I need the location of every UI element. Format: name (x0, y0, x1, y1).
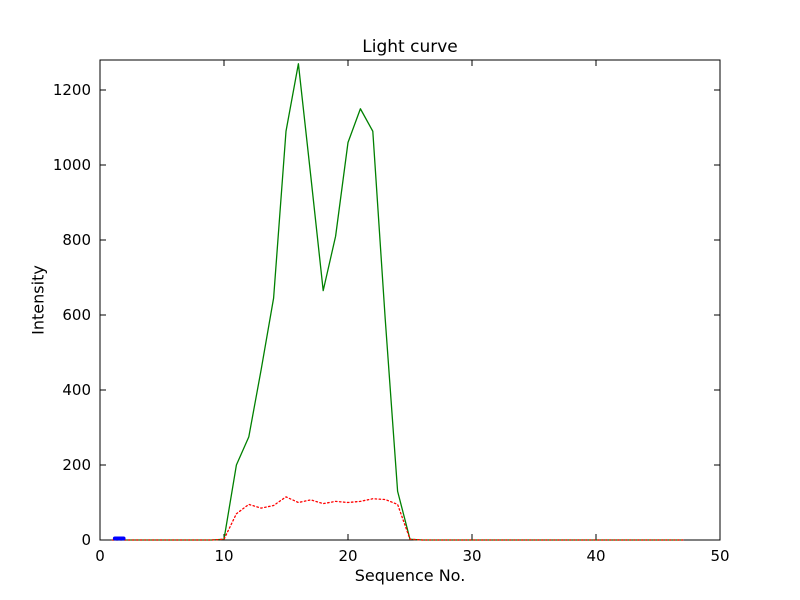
x-axis-label: Sequence No. (354, 566, 466, 585)
y-tick-label: 0 (81, 531, 91, 549)
x-tick-label: 30 (462, 547, 481, 565)
x-tick-label: 20 (338, 547, 357, 565)
y-tick-label: 1200 (53, 81, 91, 99)
x-tick-label: 10 (214, 547, 233, 565)
y-tick-label: 800 (62, 231, 91, 249)
series-secondary-intensity (111, 496, 684, 541)
y-tick-label: 600 (62, 306, 91, 324)
x-tick-label: 0 (95, 547, 105, 565)
y-tick-label: 200 (62, 456, 91, 474)
series-main-intensity (111, 63, 684, 541)
axes-frame (99, 59, 721, 541)
x-tick-label: 50 (710, 547, 729, 565)
x-tick-label: 40 (586, 547, 605, 565)
y-tick-label: 400 (62, 381, 91, 399)
y-tick-label: 1000 (53, 156, 91, 174)
chart-title: Light curve (362, 37, 458, 57)
y-axis-label: Intensity (28, 265, 48, 335)
